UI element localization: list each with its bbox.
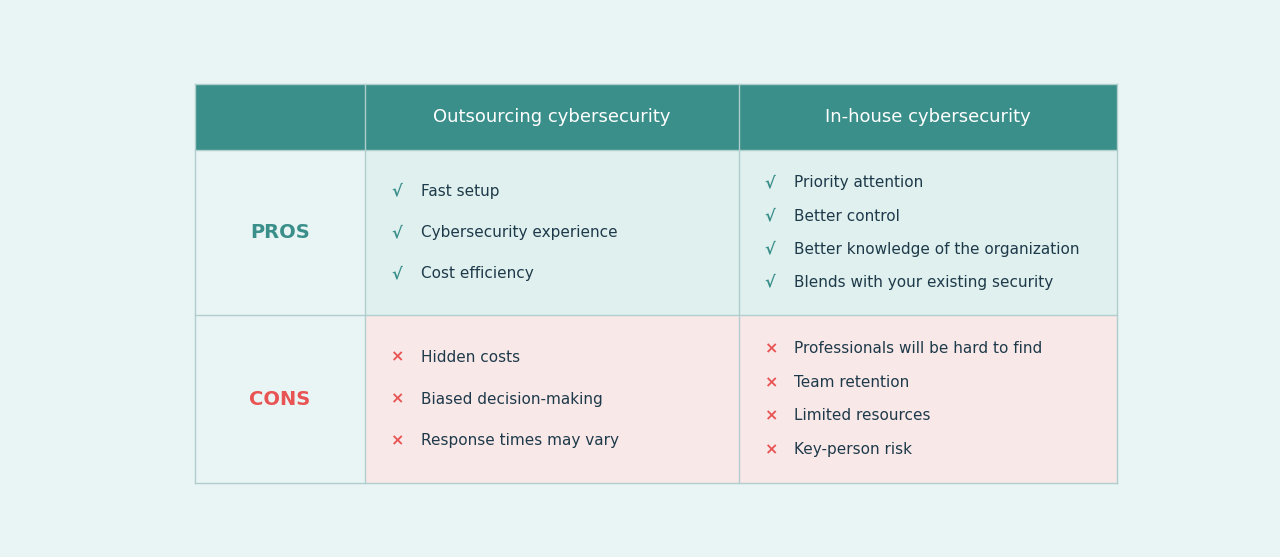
Text: Limited resources: Limited resources	[795, 408, 931, 423]
Bar	[365, 315, 739, 483]
Text: PROS: PROS	[250, 223, 310, 242]
Bar	[739, 84, 1117, 150]
Text: √: √	[392, 266, 402, 281]
Text: Professionals will be hard to find: Professionals will be hard to find	[795, 341, 1043, 356]
Text: Cost efficiency: Cost efficiency	[421, 266, 534, 281]
Bar	[195, 150, 365, 315]
Text: Fast setup: Fast setup	[421, 184, 499, 199]
Text: √: √	[765, 242, 776, 257]
Text: ×: ×	[765, 375, 778, 390]
Text: ×: ×	[765, 408, 778, 423]
Text: √: √	[392, 184, 402, 199]
Text: Cybersecurity experience: Cybersecurity experience	[421, 225, 617, 240]
Text: Better control: Better control	[795, 208, 900, 223]
Text: ×: ×	[392, 433, 404, 448]
Text: CONS: CONS	[250, 389, 311, 409]
Text: ×: ×	[765, 442, 778, 457]
Text: Biased decision-making: Biased decision-making	[421, 392, 603, 407]
Text: ×: ×	[392, 392, 404, 407]
Bar	[365, 84, 739, 150]
Text: ×: ×	[392, 350, 404, 365]
Bar	[739, 315, 1117, 483]
Text: √: √	[765, 275, 776, 290]
Bar	[195, 315, 365, 483]
Bar	[739, 150, 1117, 315]
Text: Better knowledge of the organization: Better knowledge of the organization	[795, 242, 1080, 257]
Bar	[365, 150, 739, 315]
Bar	[195, 84, 365, 150]
Text: √: √	[765, 208, 776, 223]
Text: Team retention: Team retention	[795, 375, 910, 390]
Text: √: √	[765, 175, 776, 190]
Text: Priority attention: Priority attention	[795, 175, 924, 190]
Text: √: √	[392, 225, 402, 240]
Text: Response times may vary: Response times may vary	[421, 433, 618, 448]
Text: Outsourcing cybersecurity: Outsourcing cybersecurity	[434, 108, 671, 126]
Text: Key-person risk: Key-person risk	[795, 442, 913, 457]
Text: ×: ×	[765, 341, 778, 356]
Text: Blends with your existing security: Blends with your existing security	[795, 275, 1053, 290]
Text: In-house cybersecurity: In-house cybersecurity	[826, 108, 1030, 126]
Text: Hidden costs: Hidden costs	[421, 350, 520, 365]
